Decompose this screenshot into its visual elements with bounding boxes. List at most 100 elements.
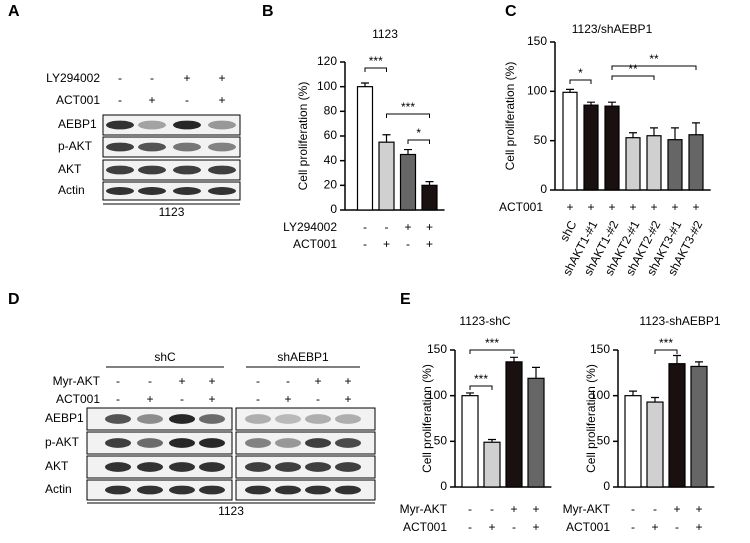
significance-bracket bbox=[611, 65, 697, 70]
error-bar bbox=[673, 354, 681, 364]
treatment-sign: - bbox=[118, 71, 122, 85]
panel-letter: A bbox=[8, 3, 20, 20]
treatment-sign: + bbox=[208, 374, 215, 388]
error-bar bbox=[650, 127, 658, 136]
treatment-sign: - bbox=[316, 392, 320, 406]
blot-band bbox=[137, 414, 163, 424]
blot-band bbox=[245, 438, 271, 448]
group-label: shC bbox=[154, 350, 176, 364]
group-label: shAEBP1 bbox=[277, 350, 329, 364]
blot-band bbox=[173, 120, 201, 130]
treatment-sign: + bbox=[532, 502, 539, 516]
blot-band bbox=[138, 165, 166, 175]
treatment-sign: - bbox=[512, 520, 516, 534]
y-tick-label: 0 bbox=[440, 479, 447, 493]
y-tick-label: 150 bbox=[590, 342, 610, 356]
blot-band bbox=[275, 485, 301, 495]
y-tick-label: 0 bbox=[603, 479, 610, 493]
chart-title: 1123-shAEBP1 bbox=[639, 314, 720, 328]
y-tick-label: 40 bbox=[324, 153, 338, 167]
treatment-sign: - bbox=[148, 374, 152, 388]
blot-band bbox=[106, 165, 134, 175]
bar bbox=[690, 365, 708, 488]
treatment-sign: + bbox=[284, 392, 291, 406]
bar bbox=[483, 441, 501, 488]
blot-band bbox=[305, 438, 331, 448]
significance-label: *** bbox=[485, 336, 499, 350]
blot-box bbox=[235, 407, 376, 431]
treatment-sign: + bbox=[426, 237, 433, 251]
y-tick-label: 120 bbox=[317, 54, 337, 68]
blot-box bbox=[102, 159, 241, 181]
blot-band bbox=[305, 462, 331, 472]
blot-band bbox=[208, 165, 236, 175]
bar bbox=[461, 395, 479, 488]
y-tick-label: 150 bbox=[427, 342, 447, 356]
blot-band bbox=[169, 414, 195, 424]
blot-band bbox=[305, 485, 331, 495]
treatment-label: Myr-AKT bbox=[400, 502, 448, 516]
blot-band bbox=[245, 462, 271, 472]
treatment-sign: + bbox=[692, 200, 699, 214]
y-tick-label: 50 bbox=[597, 434, 611, 448]
treatment-sign: + bbox=[608, 200, 615, 214]
blot-band bbox=[137, 438, 163, 448]
treatment-sign: + bbox=[218, 71, 225, 85]
blot-band bbox=[173, 187, 201, 195]
error-bar bbox=[629, 390, 637, 396]
blot-box bbox=[86, 407, 233, 431]
error-bar bbox=[629, 132, 637, 138]
y-tick-label: 50 bbox=[434, 434, 448, 448]
treatment-sign: + bbox=[404, 220, 411, 234]
blot-band bbox=[208, 187, 236, 195]
significance-bracket bbox=[386, 113, 430, 118]
treatment-sign: + bbox=[566, 200, 573, 214]
blot-band bbox=[106, 142, 134, 152]
treatment-sign: + bbox=[587, 200, 594, 214]
y-axis-label: Cell proliferation (%) bbox=[503, 62, 517, 171]
treatment-sign: - bbox=[631, 520, 635, 534]
error-bar bbox=[361, 82, 369, 87]
treatment-sign: - bbox=[675, 520, 679, 534]
bar bbox=[527, 377, 545, 488]
treatment-label: LY294002 bbox=[283, 220, 337, 234]
treatment-sign: - bbox=[116, 374, 120, 388]
y-tick-label: 0 bbox=[540, 182, 547, 196]
blot-band bbox=[199, 485, 225, 495]
blot-row-label: AEBP1 bbox=[45, 411, 84, 425]
treatment-label: ACT001 bbox=[403, 520, 447, 534]
treatment-sign: - bbox=[286, 374, 290, 388]
bar bbox=[646, 401, 664, 488]
blot-band bbox=[335, 414, 361, 424]
significance-label: * bbox=[416, 126, 421, 140]
significance-bracket bbox=[364, 67, 387, 72]
treatment-label: Myr-AKT bbox=[53, 374, 101, 388]
bar bbox=[505, 361, 523, 488]
treatment-label: ACT001 bbox=[56, 392, 100, 406]
y-tick-label: 60 bbox=[324, 128, 338, 142]
blot-band bbox=[335, 485, 361, 495]
significance-label: *** bbox=[369, 54, 383, 68]
treatment-sign: + bbox=[218, 93, 225, 107]
y-axis-label: Cell proliferation (%) bbox=[584, 364, 598, 473]
treatment-sign: + bbox=[695, 502, 702, 516]
panel-letter: B bbox=[262, 3, 274, 20]
blot-row-label: AKT bbox=[58, 162, 82, 176]
treatment-sign: + bbox=[671, 200, 678, 214]
treatment-sign: - bbox=[185, 93, 189, 107]
blot-row-label: AKT bbox=[45, 459, 69, 473]
error-bar bbox=[608, 101, 616, 107]
blot-row-label: AEBP1 bbox=[58, 117, 97, 131]
blot-caption: 1123 bbox=[218, 504, 244, 518]
blot-band bbox=[199, 462, 225, 472]
treatment-sign: - bbox=[468, 502, 472, 516]
significance-bracket bbox=[407, 139, 430, 144]
blot-band bbox=[245, 485, 271, 495]
blot-box bbox=[102, 136, 241, 158]
significance-label: *** bbox=[401, 100, 415, 114]
treatment-label: ACT001 bbox=[566, 520, 610, 534]
blot-band bbox=[105, 414, 131, 424]
treatment-sign: + bbox=[510, 502, 517, 516]
significance-bracket bbox=[611, 75, 655, 80]
